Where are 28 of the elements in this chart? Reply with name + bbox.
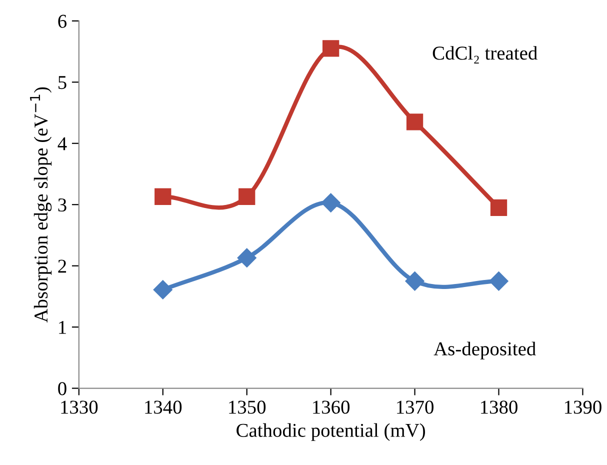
y-tick-label: 0 [58,382,66,396]
y-tick-label: 6 [58,14,67,28]
x-tick-label: 1340 [145,400,182,414]
point [153,280,172,300]
x-tick-label: 1370 [397,400,434,414]
x-tick-label: 1390 [564,400,602,414]
point [321,193,340,212]
y-tick-label: 5 [58,76,66,90]
text: CdCl₂ treated [432,46,538,64]
point [154,188,172,205]
text: As-deposited [434,342,536,360]
point [406,114,424,130]
point [490,199,508,216]
point [322,40,340,57]
point [489,272,508,291]
y-tick-label: 2 [58,260,66,273]
point [238,188,256,205]
y-tick-label: 4 [58,137,67,150]
x-tick-label: 1380 [481,400,518,414]
y-axis-title: Absorption edge slope (eV$^{−1}$) [30,87,52,323]
point [405,272,424,291]
x-tick-label: 1330 [61,400,98,414]
point [237,248,256,268]
x-axis-title: Cathodic potential (mV) [236,423,425,441]
y-tick-label: 3 [58,198,66,212]
x-tick-label: 1360 [313,400,350,414]
x-tick-label: 1350 [229,400,266,414]
y-tick-label: 1 [59,320,66,334]
